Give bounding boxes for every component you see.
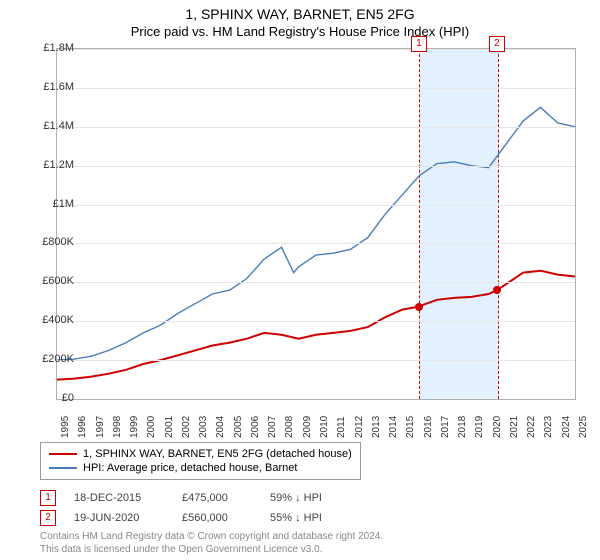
- x-tick-label: 2019: [474, 416, 485, 438]
- x-tick-label: 2016: [423, 416, 434, 438]
- x-tick-label: 1999: [129, 416, 140, 438]
- marker-label-1: 1: [411, 36, 427, 52]
- y-tick-label: £1.2M: [43, 159, 74, 171]
- sale-price-2: £560,000: [182, 512, 252, 524]
- x-tick-label: 2023: [543, 416, 554, 438]
- x-axis-labels: 1995 1996 1997 1998 1999 2000 2001 2002 2003 2004…: [56, 402, 576, 442]
- x-tick-label: 2018: [457, 416, 468, 438]
- sale-row-2: 2 19-JUN-2020 £560,000 55% ↓ HPI: [40, 510, 322, 526]
- y-tick-label: £400K: [42, 314, 74, 326]
- sale-pct-2: 55% ↓ HPI: [270, 512, 322, 524]
- x-tick-label: 2014: [388, 416, 399, 438]
- sale-date-1: 18-DEC-2015: [74, 492, 164, 504]
- x-tick-label: 2007: [267, 416, 278, 438]
- x-tick-label: 2010: [319, 416, 330, 438]
- x-tick-label: 2022: [526, 416, 537, 438]
- sale-pct-1: 59% ↓ HPI: [270, 492, 322, 504]
- marker-dot-1: [415, 303, 423, 311]
- y-tick-label: £1.6M: [43, 81, 74, 93]
- x-tick-label: 2008: [284, 416, 295, 438]
- x-tick-label: 2005: [233, 416, 244, 438]
- x-tick-label: 2000: [146, 416, 157, 438]
- legend-label-1: 1, SPHINX WAY, BARNET, EN5 2FG (detached…: [83, 448, 352, 460]
- chart-title: 1, SPHINX WAY, BARNET, EN5 2FG: [0, 0, 600, 22]
- legend-item: HPI: Average price, detached house, Barn…: [49, 461, 352, 475]
- sale-date-2: 19-JUN-2020: [74, 512, 164, 524]
- x-tick-label: 2006: [250, 416, 261, 438]
- x-tick-label: 2015: [405, 416, 416, 438]
- legend-swatch-2: [49, 467, 77, 469]
- sale-marker-2: 2: [40, 510, 56, 526]
- legend-label-2: HPI: Average price, detached house, Barn…: [83, 462, 297, 474]
- x-tick-label: 1995: [60, 416, 71, 438]
- x-tick-label: 2001: [164, 416, 175, 438]
- y-tick-label: £1.4M: [43, 120, 74, 132]
- legend-box: 1, SPHINX WAY, BARNET, EN5 2FG (detached…: [40, 442, 361, 480]
- marker-dot-2: [493, 286, 501, 294]
- plot-area: [56, 48, 576, 400]
- marker-label-2: 2: [489, 36, 505, 52]
- sale-marker-1: 1: [40, 490, 56, 506]
- footer-line-1: Contains HM Land Registry data © Crown c…: [40, 531, 383, 544]
- x-tick-label: 2009: [302, 416, 313, 438]
- legend-item: 1, SPHINX WAY, BARNET, EN5 2FG (detached…: [49, 447, 352, 461]
- y-tick-label: £0: [62, 392, 74, 404]
- x-tick-label: 2012: [354, 416, 365, 438]
- x-tick-label: 2011: [336, 416, 347, 438]
- x-tick-label: 2017: [440, 416, 451, 438]
- x-tick-label: 1996: [77, 416, 88, 438]
- y-tick-label: £1M: [53, 198, 74, 210]
- x-tick-label: 2020: [492, 416, 503, 438]
- chart-svg: [57, 49, 575, 399]
- y-tick-label: £600K: [42, 275, 74, 287]
- sale-price-1: £475,000: [182, 492, 252, 504]
- y-tick-label: £1.8M: [43, 42, 74, 54]
- chart-subtitle: Price paid vs. HM Land Registry's House …: [0, 22, 600, 43]
- x-tick-label: 2021: [509, 416, 520, 438]
- sale-row-1: 1 18-DEC-2015 £475,000 59% ↓ HPI: [40, 490, 322, 506]
- x-tick-label: 2003: [198, 416, 209, 438]
- x-tick-label: 2002: [181, 416, 192, 438]
- footer-line-2: This data is licensed under the Open Gov…: [40, 544, 383, 557]
- x-tick-label: 2025: [578, 416, 589, 438]
- x-tick-label: 1998: [112, 416, 123, 438]
- x-tick-label: 2004: [215, 416, 226, 438]
- y-tick-label: £800K: [42, 236, 74, 248]
- x-tick-label: 1997: [95, 416, 106, 438]
- x-tick-label: 2013: [371, 416, 382, 438]
- footer-attribution: Contains HM Land Registry data © Crown c…: [40, 531, 383, 556]
- y-tick-label: £200K: [42, 353, 74, 365]
- x-tick-label: 2024: [561, 416, 572, 438]
- legend-swatch-1: [49, 453, 77, 455]
